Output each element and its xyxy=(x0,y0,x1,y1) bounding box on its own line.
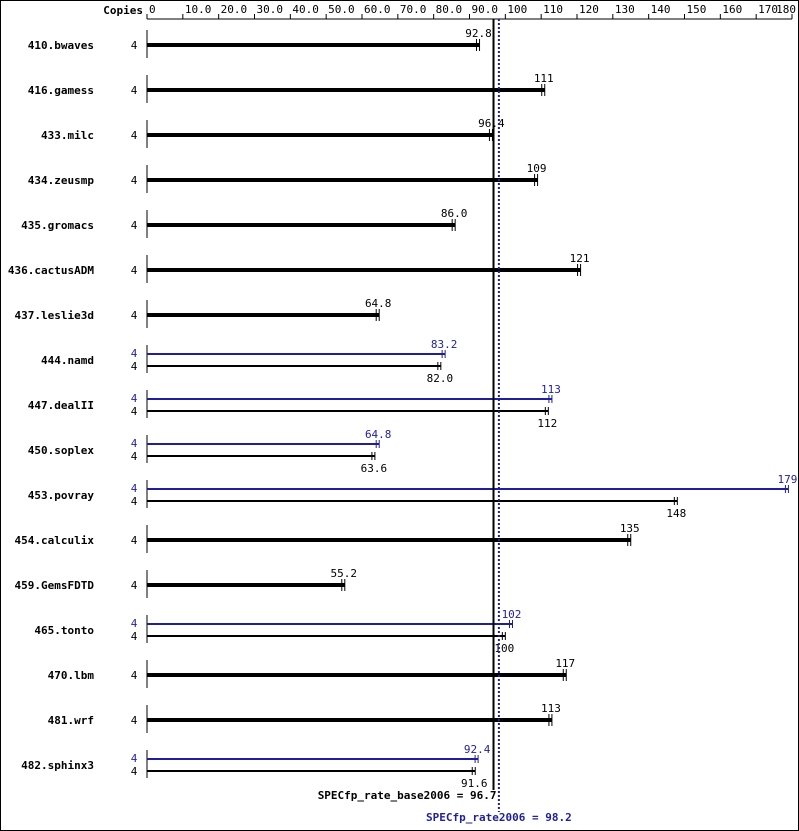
benchmark-label: 436.cactusADM xyxy=(8,264,94,277)
peak-value-label: 92.4 xyxy=(464,743,491,756)
x-tick-label: 50.0 xyxy=(328,3,355,16)
x-tick-label: 110 xyxy=(543,3,563,16)
copies-label: 4 xyxy=(131,360,138,373)
base-value-label: 112 xyxy=(537,417,557,430)
benchmark-label: 433.milc xyxy=(41,129,94,142)
benchmark-label: 434.zeusmp xyxy=(28,174,95,187)
base-value-label: 117 xyxy=(555,657,575,670)
peak-copies-label: 4 xyxy=(131,617,138,630)
benchmark-label: 435.gromacs xyxy=(21,219,94,232)
base-value-label: 96.4 xyxy=(478,117,505,130)
benchmark-label: 453.povray xyxy=(28,489,95,502)
base-value-label: 148 xyxy=(666,507,686,520)
x-tick-label: 10.0 xyxy=(185,3,212,16)
peak-copies-label: 4 xyxy=(131,437,138,450)
x-tick-label: 0 xyxy=(149,3,156,16)
x-tick-label: 70.0 xyxy=(400,3,427,16)
base-value-label: 135 xyxy=(620,522,640,535)
copies-label: 4 xyxy=(131,534,138,547)
x-tick-label: 160 xyxy=(722,3,742,16)
copies-label: 4 xyxy=(131,309,138,322)
peak-value-label: 102 xyxy=(502,608,522,621)
copies-label: 4 xyxy=(131,630,138,643)
base-value-label: 100 xyxy=(494,642,514,655)
x-tick-label: 90.0 xyxy=(472,3,499,16)
copies-label: 4 xyxy=(131,405,138,418)
copies-label: 4 xyxy=(131,39,138,52)
base-value-label: 92.8 xyxy=(465,27,492,40)
copies-label: 4 xyxy=(131,495,138,508)
peak-copies-label: 4 xyxy=(131,482,138,495)
copies-label: 4 xyxy=(131,669,138,682)
peak-copies-label: 4 xyxy=(131,392,138,405)
peak-value-label: 179 xyxy=(777,473,797,486)
x-tick-label: 180 xyxy=(776,3,796,16)
benchmark-label: 447.dealII xyxy=(28,399,94,412)
peak-value-label: 64.8 xyxy=(365,428,392,441)
peak-value-label: 83.2 xyxy=(431,338,458,351)
benchmark-label: 416.gamess xyxy=(28,84,94,97)
x-tick-label: 80.0 xyxy=(436,3,463,16)
copies-label: 4 xyxy=(131,174,138,187)
base-value-label: 64.8 xyxy=(365,297,392,310)
x-tick-label: 140 xyxy=(651,3,671,16)
x-tick-label: 120 xyxy=(579,3,599,16)
copies-label: 4 xyxy=(131,579,138,592)
benchmark-label: 470.lbm xyxy=(48,669,95,682)
base-value-label: 91.6 xyxy=(461,777,488,790)
base-value-label: 113 xyxy=(541,702,561,715)
base-value-label: 63.6 xyxy=(361,462,388,475)
base-metric-label: SPECfp_rate_base2006 = 96.7 xyxy=(318,789,497,802)
peak-copies-label: 4 xyxy=(131,752,138,765)
benchmark-label: 454.calculix xyxy=(15,534,95,547)
benchmark-label: 450.soplex xyxy=(28,444,95,457)
x-tick-label: 150 xyxy=(687,3,707,16)
benchmark-label: 459.GemsFDTD xyxy=(15,579,95,592)
x-tick-label: 170 xyxy=(758,3,778,16)
x-tick-label: 30.0 xyxy=(257,3,284,16)
base-value-label: 111 xyxy=(534,72,554,85)
benchmark-label: 465.tonto xyxy=(34,624,94,637)
peak-metric-label: SPECfp_rate2006 = 98.2 xyxy=(426,811,572,824)
benchmark-label: 481.wrf xyxy=(48,714,94,727)
copies-label: 4 xyxy=(131,264,138,277)
x-tick-label: 100 xyxy=(507,3,527,16)
copies-label: 4 xyxy=(131,765,138,778)
copies-label: 4 xyxy=(131,714,138,727)
x-tick-label: 60.0 xyxy=(364,3,391,16)
benchmark-label: 410.bwaves xyxy=(28,39,94,52)
copies-label: 4 xyxy=(131,219,138,232)
benchmark-label: 437.leslie3d xyxy=(15,309,94,322)
benchmark-label: 482.sphinx3 xyxy=(21,759,94,772)
copies-label: 4 xyxy=(131,84,138,97)
base-value-label: 82.0 xyxy=(427,372,454,385)
x-tick-label: 130 xyxy=(615,3,635,16)
copies-label: 4 xyxy=(131,450,138,463)
peak-value-label: 113 xyxy=(541,383,561,396)
copies-header: Copies xyxy=(103,4,143,17)
base-value-label: 109 xyxy=(527,162,547,175)
peak-copies-label: 4 xyxy=(131,347,138,360)
x-tick-label: 40.0 xyxy=(292,3,319,16)
base-value-label: 55.2 xyxy=(331,567,358,580)
copies-label: 4 xyxy=(131,129,138,142)
x-tick-label: 20.0 xyxy=(221,3,248,16)
base-value-label: 121 xyxy=(570,252,590,265)
base-value-label: 86.0 xyxy=(441,207,468,220)
benchmark-label: 444.namd xyxy=(41,354,94,367)
